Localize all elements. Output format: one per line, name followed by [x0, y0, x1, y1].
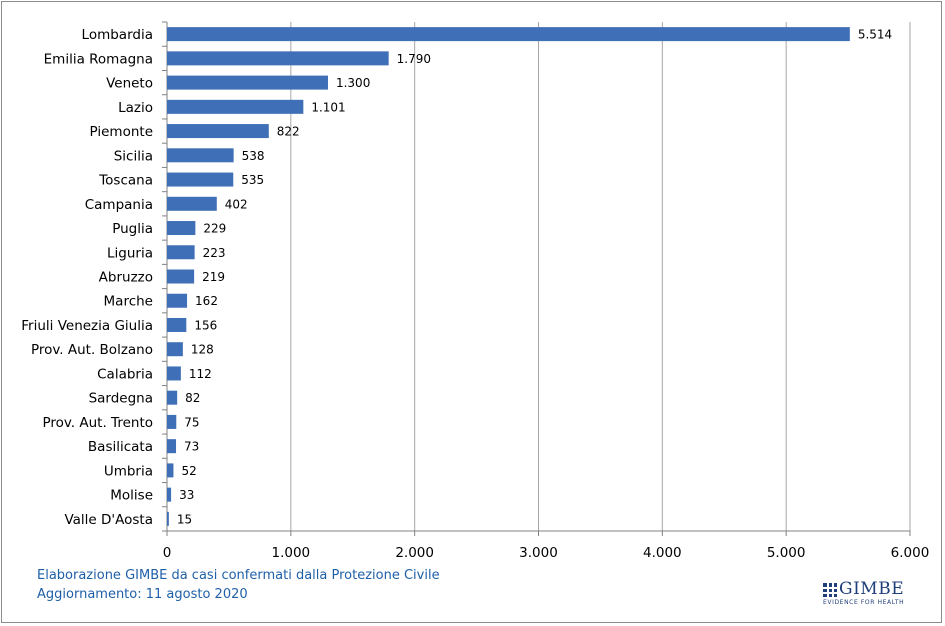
bar	[167, 439, 177, 454]
data-label: 33	[179, 488, 194, 502]
bar	[167, 366, 181, 381]
data-label: 156	[194, 318, 217, 332]
bar	[167, 148, 234, 163]
category-label: Molise	[110, 488, 153, 504]
data-label: 15	[177, 512, 192, 526]
bar	[167, 27, 850, 42]
bar	[167, 269, 195, 284]
data-label: 52	[181, 464, 196, 478]
data-label: 82	[185, 391, 200, 405]
bar	[167, 293, 188, 308]
category-label: Umbria	[104, 463, 153, 479]
logo-name: GIMBE	[839, 579, 905, 599]
bar	[167, 317, 187, 332]
category-label: Campania	[85, 197, 153, 213]
bar	[167, 51, 389, 66]
category-label: Marche	[104, 294, 153, 310]
bar	[167, 196, 217, 211]
category-label: Calabria	[97, 366, 153, 382]
bar	[167, 414, 177, 429]
x-tick-label: 6.000	[891, 545, 930, 561]
bar	[167, 99, 304, 114]
data-label: 1.101	[311, 100, 345, 114]
x-tick-label: 5.000	[767, 545, 806, 561]
category-label: Friuli Venezia Giulia	[21, 318, 153, 334]
data-label: 402	[225, 197, 248, 211]
category-label: Toscana	[98, 173, 153, 189]
category-label: Sardegna	[89, 391, 153, 407]
data-label: 73	[184, 440, 199, 454]
data-label: 223	[203, 246, 226, 260]
category-label: Prov. Aut. Trento	[42, 415, 153, 431]
category-label: Valle D'Aosta	[64, 512, 153, 528]
footer-credit: Elaborazione GIMBE da casi confermati da…	[37, 568, 440, 583]
category-label: Prov. Aut. Bolzano	[31, 342, 153, 358]
bar	[167, 342, 183, 357]
bar	[167, 245, 195, 260]
gimbe-grid-icon	[823, 583, 837, 597]
category-label: Veneto	[106, 76, 153, 92]
x-tick-label: 1.000	[272, 545, 311, 561]
category-label: Emilia Romagna	[44, 51, 153, 67]
data-label: 75	[184, 415, 199, 429]
data-label: 535	[241, 173, 264, 187]
x-tick-label: 0	[163, 545, 172, 561]
category-label: Lazio	[118, 100, 153, 116]
data-label: 128	[191, 343, 214, 357]
bar	[167, 172, 234, 187]
x-tick-label: 4.000	[643, 545, 682, 561]
category-label: Basilicata	[88, 439, 153, 455]
bar	[167, 221, 196, 236]
x-tick-label: 2.000	[395, 545, 434, 561]
data-label: 1.300	[336, 76, 370, 90]
category-label: Piemonte	[90, 124, 153, 140]
category-label: Puglia	[112, 221, 153, 237]
data-label: 162	[195, 294, 218, 308]
bar	[167, 511, 169, 526]
bar	[167, 390, 178, 405]
footer-update: Aggiornamento: 11 agosto 2020	[37, 587, 248, 602]
data-label: 5.514	[858, 28, 892, 42]
category-label: Abruzzo	[99, 270, 153, 286]
data-label: 112	[189, 367, 212, 381]
category-label: Liguria	[107, 245, 153, 261]
category-label: Sicilia	[114, 148, 153, 164]
bar	[167, 75, 328, 90]
data-label: 229	[203, 222, 226, 236]
gimbe-logo: GIMBE EVIDENCE FOR HEALTH	[823, 579, 923, 610]
bar	[167, 487, 172, 502]
data-label: 219	[202, 270, 225, 284]
data-label: 1.790	[397, 52, 431, 66]
category-label: Lombardia	[82, 27, 153, 43]
bar	[167, 124, 269, 139]
x-tick-label: 3.000	[519, 545, 558, 561]
logo-tagline: EVIDENCE FOR HEALTH	[823, 599, 905, 606]
data-label: 822	[277, 125, 300, 139]
bar	[167, 463, 174, 478]
data-label: 538	[242, 149, 265, 163]
